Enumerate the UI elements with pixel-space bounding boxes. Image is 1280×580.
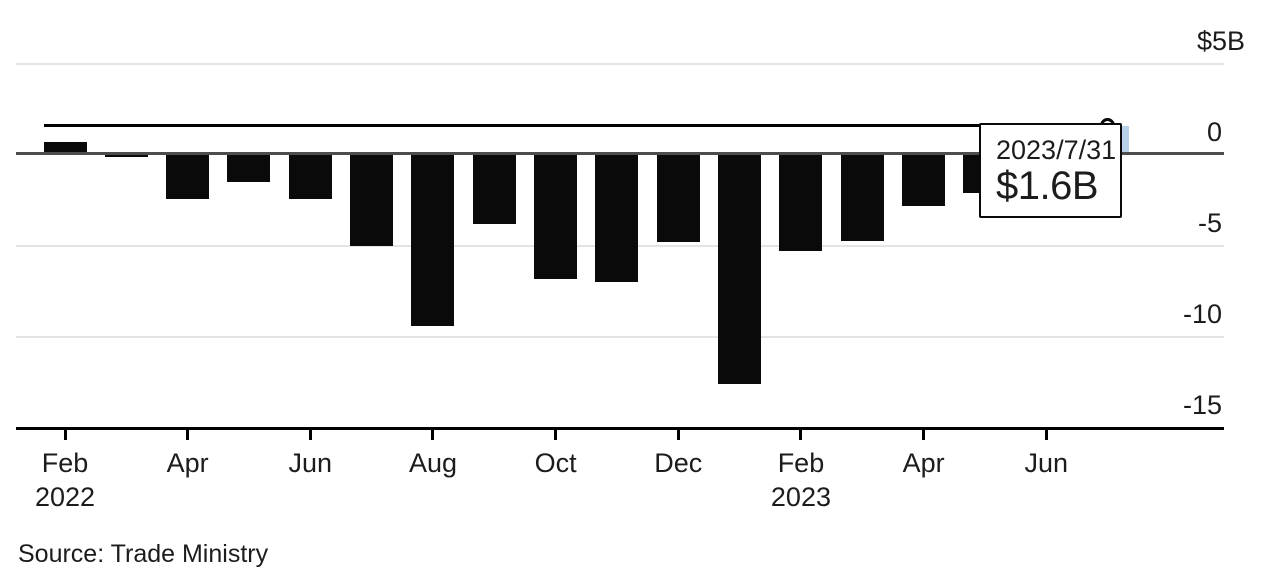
- x-tick-label-jun: Jun: [288, 448, 333, 478]
- bar-nov-2022[interactable]: [595, 155, 639, 283]
- gridline--10: [16, 336, 1224, 338]
- bar-feb-2023[interactable]: [779, 155, 823, 252]
- x-tick-label-aug: Aug: [408, 448, 457, 478]
- x-tick-label-apr: Apr: [902, 448, 945, 478]
- tooltip: 2023/7/31 $1.6B: [979, 123, 1122, 218]
- bar-apr-2023[interactable]: [902, 155, 946, 206]
- bar-apr-2022[interactable]: [166, 155, 210, 199]
- bar-oct-2022[interactable]: [534, 155, 578, 279]
- x-tick-label-feb2023: Feb: [777, 448, 825, 478]
- x-tick-label-dec: Dec: [654, 448, 703, 478]
- bar-may-2022[interactable]: [227, 155, 271, 183]
- bar-mar-2022[interactable]: [104, 155, 148, 157]
- x-tick-label-oct: Oct: [534, 448, 577, 478]
- bar-feb-2022[interactable]: [43, 142, 87, 155]
- bar-sep-2022[interactable]: [472, 155, 516, 225]
- x-tickmark-feb2023: [799, 428, 803, 440]
- hover-value-reference-line: [43, 124, 1108, 128]
- x-tickmark-aug: [431, 428, 435, 440]
- x-tick-year-2022: 2022: [34, 482, 96, 512]
- x-tickmark-feb2022: [63, 428, 67, 440]
- x-tick-label-apr: Apr: [166, 448, 209, 478]
- x-axis-line: [16, 426, 1224, 430]
- source-caption: Source: Trade Ministry: [18, 540, 269, 568]
- x-tick-label-feb2022: Feb: [41, 448, 89, 478]
- x-tickmark-apr: [186, 428, 190, 440]
- y-axis-label--5: -5: [1197, 208, 1222, 238]
- x-tickmark-apr: [922, 428, 926, 440]
- x-tickmark-jun: [308, 428, 312, 440]
- tooltip-date: 2023/7/31: [996, 135, 1117, 165]
- tooltip-value: $1.6B: [996, 164, 1099, 208]
- y-axis-label--10: -10: [1182, 299, 1222, 329]
- y-axis-label--15: -15: [1182, 390, 1222, 420]
- bar-jan-2023[interactable]: [718, 155, 762, 385]
- bar-mar-2023[interactable]: [840, 155, 884, 241]
- x-tick-year-2023: 2023: [770, 482, 831, 512]
- gridline-5b: [16, 63, 1224, 65]
- x-tickmark-oct: [554, 428, 558, 440]
- bar-jul-2022[interactable]: [350, 155, 394, 246]
- y-axis-label-0: 0: [1206, 117, 1222, 147]
- zero-baseline: [16, 152, 1224, 155]
- bar-aug-2022[interactable]: [411, 155, 455, 327]
- bar-dec-2022[interactable]: [656, 155, 700, 243]
- x-tickmark-jun: [1044, 428, 1048, 440]
- x-tick-label-jun: Jun: [1024, 448, 1069, 478]
- x-tickmark-dec: [676, 428, 680, 440]
- bar-jun-2022[interactable]: [288, 155, 332, 199]
- y-axis-label-5b: $5B: [1196, 26, 1245, 56]
